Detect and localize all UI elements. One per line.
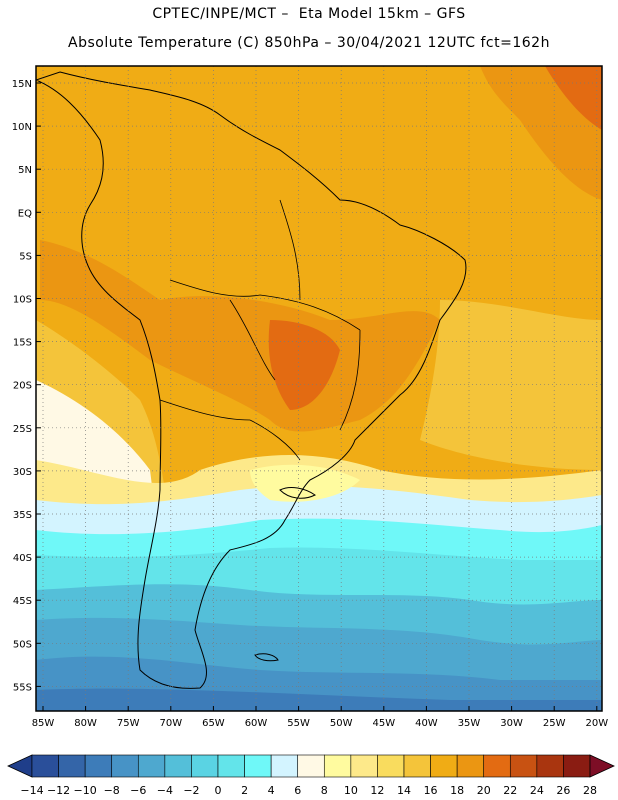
chart-title-line1: CPTEC/INPE/MCT – Eta Model 15km – GFS [152,6,466,22]
colorbar [7,754,615,778]
colorbar-label: 4 [268,784,275,797]
colorbar-label: −14 [20,784,43,797]
colorbar-segment [509,754,538,778]
chart-title-line2: Absolute Temperature (C) 850hPa – 30/04/… [68,35,550,51]
colorbar-label: −10 [74,784,97,797]
colorbar-label: 26 [556,784,570,797]
lat-label: 55S [13,682,32,693]
longitude-labels: 85W 80W 75W 70W 65W 60W 55W 50W 45W 40W 35W 30W 25W 2… [32,706,608,729]
lon-label: 20W [585,718,608,729]
colorbar-label: 28 [583,784,597,797]
lon-label: 80W [74,718,97,729]
lon-label: 35W [458,718,481,729]
colorbar-segment [403,754,431,778]
coastlines [36,71,467,689]
colorbar-label: 12 [370,784,384,797]
lat-label: 25S [13,424,32,435]
colorbar-segment [456,754,485,778]
colorbar-segment [563,754,591,778]
lon-label: 75W [117,718,140,729]
colorbar-label: −6 [130,784,146,797]
lon-label: 45W [372,718,395,729]
field-warm-central [40,240,440,432]
field-band-m10 [36,688,602,711]
latitude-labels: 15N 10N 5N EQ 5S 10S 15S 20S 25S 30S 35S 40S 45S 50S 5… [12,79,41,693]
colorbar-label: 16 [424,784,438,797]
colorbar-segment [323,754,352,778]
colorbar-segment [430,754,458,778]
colorbar-under-arrow [7,754,33,778]
lat-label: 5N [18,165,32,176]
colorbar-segment [58,754,86,778]
colorbar-segment [191,754,219,778]
lat-label: 50S [13,639,32,650]
lon-label: 50W [330,718,353,729]
colorbar-segment [270,754,299,778]
colorbar-segment [111,754,139,778]
colorbar-label: 22 [503,784,517,797]
falkland-islands [254,653,279,662]
colorbar-label: 18 [450,784,464,797]
lat-label: 15S [13,338,32,349]
temperature-field [36,66,602,711]
colorbar-label: −8 [104,784,120,797]
lat-label: 45S [13,596,32,607]
country-borders [159,199,361,461]
colorbar-labels: −14 −12 −10 −8 −6 −4 −2 0 2 4 6 8 10 12 14 16 18 20 22 24 26… [20,784,597,797]
lat-label: 10S [13,295,32,306]
field-hottest-ne [545,66,602,130]
colorbar-label: 14 [397,784,411,797]
colorbar-segment [244,754,272,778]
lon-label: 70W [159,718,182,729]
colorbar-segment [31,754,59,778]
field-plume [250,464,360,502]
lat-label: 20S [13,381,32,392]
colorbar-segment [164,754,192,778]
colorbar-segment [297,754,325,778]
lat-label: 35S [13,510,32,521]
south-america-coast [36,71,467,689]
colorbar-label: 10 [344,784,358,797]
rio-de-la-plata [279,487,316,499]
lon-label: 40W [415,718,438,729]
colorbar-label: 0 [215,784,222,797]
lon-label: 30W [500,718,523,729]
lat-label: 15N [12,79,32,90]
lon-label: 65W [202,718,225,729]
field-hot-core [268,320,340,410]
lon-label: 85W [32,718,55,729]
lon-label: 25W [543,718,566,729]
colorbar-segment [483,754,511,778]
colorbar-label: −2 [183,784,199,797]
colorbar-label: −4 [157,784,173,797]
colorbar-label: 24 [530,784,544,797]
colorbar-label: −12 [47,784,70,797]
colorbar-label: 6 [294,784,301,797]
colorbar-label: 20 [477,784,491,797]
colorbar-segment [84,754,113,778]
colorbar-segment [377,754,405,778]
lat-label: 30S [13,467,32,478]
lat-label: 10N [12,122,32,133]
colorbar-label: 8 [321,784,328,797]
colorbar-segment [137,754,166,778]
colorbar-over-arrow [589,754,615,778]
lon-label: 60W [245,718,268,729]
lat-label: 5S [19,251,32,262]
colorbar-segment [217,754,245,778]
lon-label: 55W [287,718,310,729]
lat-label: EQ [18,208,32,219]
colorbar-segment [536,754,564,778]
colorbar-label: 2 [241,784,248,797]
lat-label: 40S [13,553,32,564]
colorbar-segment [350,754,378,778]
field-mild-atlantic [420,300,602,470]
map-frame [35,65,603,712]
